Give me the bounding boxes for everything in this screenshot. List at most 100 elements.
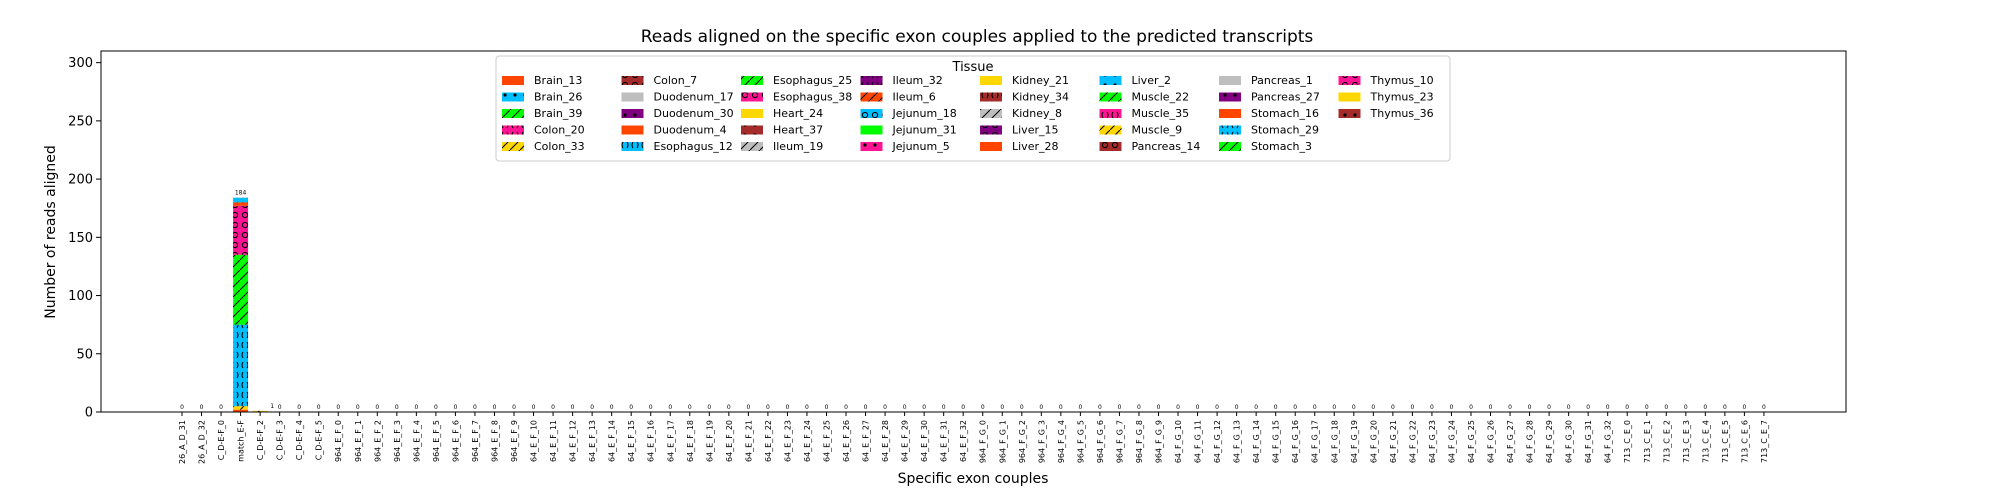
legend-swatch [1099,109,1122,118]
bar-total-64-f-g-23: 0 [1430,404,1434,411]
legend-item-pancreas-1: Pancreas_1 [1219,74,1313,87]
x-tick-label-64-e-f-32: 64_E_F_32 [959,420,968,462]
legend-label: Colon_33 [534,140,585,153]
bar-total-64-f-g-27: 0 [1508,404,1512,411]
bar-total-64-e-f-28: 0 [883,404,887,411]
legend-label: Duodenum_4 [654,124,727,137]
bar-total-964-f-g-2: 0 [1020,404,1024,411]
x-tick-label-64-e-f-13: 64_E_F_13 [588,420,597,462]
bar-total-64-e-f-31: 0 [942,404,946,411]
bar-total-64-e-f-20: 0 [727,404,731,411]
x-tick-label-64-f-g-16: 64_F_G_16 [1291,420,1300,463]
x-tick-label-64-e-f-19: 64_E_F_19 [705,420,714,462]
bar-total-964-e-f-8: 0 [493,404,497,411]
legend-label: Kidney_34 [1012,91,1069,104]
bar-total-964-e-f-3: 0 [395,404,399,411]
bar-total-64-e-f-21: 0 [746,404,750,411]
bar-total-64-f-g-19: 0 [1352,404,1356,411]
legend-label: Colon_20 [534,124,585,137]
bar-total-64-f-g-31: 0 [1586,404,1590,411]
x-tick-label-64-f-g-25: 64_F_G_25 [1467,420,1476,463]
bar-total-64-f-g-22: 0 [1410,404,1414,411]
legend-label: Brain_39 [534,107,582,120]
bar-total-c-d-e-f-3: 0 [278,404,282,411]
x-tick-label-64-f-g-14: 64_F_G_14 [1252,420,1261,463]
legend-swatch [1099,125,1122,135]
bar-total-64-e-f-17: 0 [668,404,672,411]
bar-total-964-e-f-4: 0 [414,404,418,411]
bar-total-64-f-g-16: 0 [1293,404,1297,411]
legend-label: Brain_26 [534,91,582,104]
chart-title: Reads aligned on the specific exon coupl… [641,27,1314,47]
bar-total-713-c-e-6: 0 [1742,404,1746,411]
bar-total-964-e-f-5: 0 [434,404,438,411]
x-tick-label-964-e-f-1: 964_E_F_1 [354,420,363,462]
legend-label: Muscle_9 [1132,124,1183,137]
legend-label: Pancreas_14 [1132,140,1201,153]
x-tick-label-64-e-f-14: 64_E_F_14 [608,420,617,462]
bar-total-64-e-f-15: 0 [629,404,633,411]
legend-item-muscle-22: Muscle_22 [1099,91,1189,104]
x-tick-label-64-e-f-12: 64_E_F_12 [569,420,578,462]
y-tick-label: 50 [76,347,93,362]
legend-item-thymus-36: Thymus_36 [1338,107,1434,120]
bar-total-64-e-f-12: 0 [571,404,575,411]
legend-item-muscle-35: Muscle_35 [1099,107,1189,120]
legend-label: Liver_28 [1012,140,1058,153]
bar-segment-match-e-f-esophagus-12 [233,324,249,407]
legend-swatch [860,92,883,102]
legend-swatch [502,142,524,151]
x-tick-label-64-f-g-13: 64_F_G_13 [1233,420,1242,463]
legend-swatch [1219,125,1241,135]
legend-swatch [980,125,1002,135]
x-tick-label-64-e-f-25: 64_E_F_25 [822,420,831,462]
x-tick-label-964-f-g-0: 964_F_G_0 [979,420,988,463]
legend-item-pancreas-14: Pancreas_14 [1099,140,1201,153]
legend-item-duodenum-17: Duodenum_17 [621,91,734,104]
legend-frame [495,55,1451,162]
bar-total-964-f-g-6: 0 [1098,404,1102,411]
bar-total-964-f-g-8: 0 [1137,404,1141,411]
bar-total-64-e-f-22: 0 [766,404,770,411]
legend-swatch [860,142,883,151]
x-tick-label-713-c-e-7: 713_C_E_7 [1760,420,1769,463]
legend-label: Kidney_21 [1012,74,1069,87]
x-tick-label-64-e-f-28: 64_E_F_28 [881,420,890,462]
legend-swatch [1338,76,1361,85]
legend-item-duodenum-30: Duodenum_30 [621,107,734,120]
x-tick-label-64-f-g-29: 64_F_G_29 [1545,420,1554,463]
x-tick-label-64-f-g-18: 64_F_G_18 [1330,420,1339,463]
x-tick-label-964-f-g-3: 964_F_G_3 [1037,420,1046,463]
x-tick-label-964-e-f-6: 964_E_F_6 [451,420,460,462]
x-tick-label-64-e-f-24: 64_E_F_24 [803,420,812,462]
legend-swatch [621,92,644,102]
x-tick-label-964-e-f-4: 964_E_F_4 [412,420,421,462]
y-tick-label: 200 [68,173,93,188]
legend-item-kidney-34: Kidney_34 [980,91,1069,104]
bar-total-c-d-e-f-0: 0 [219,404,223,411]
legend-item-thymus-23: Thymus_23 [1338,91,1434,104]
legend: Tissue Brain_13 Brain_26 Brain_39 Colon_20 C… [495,55,1451,162]
bar-total-964-f-g-9: 0 [1157,404,1161,411]
legend-label: Ileum_32 [893,74,943,87]
bar-total-964-f-g-0: 0 [981,404,985,411]
bar-total-labels: 0 0 0 184 1 0 0 0 0 0 0 0 0 0 0 0 0 0 0 0 0 0 0 0 0 0 0 0 0 0 0 0 0 0 0 0 0 0… [180,190,1766,411]
legend-swatch [1219,109,1241,118]
x-tick-label-c-d-e-f-0: C_D-E-F_0 [217,420,226,460]
x-tick-label-964-e-f-7: 964_E_F_7 [471,420,480,462]
legend-item-colon-7: Colon_7 [621,74,697,87]
bar-total-c-d-e-f-5: 0 [317,404,321,411]
legend-item-stomach-3: Stomach_3 [1219,140,1312,153]
x-tick-label-64-e-f-17: 64_E_F_17 [666,420,675,462]
bar-total-64-e-f-29: 0 [903,404,907,411]
legend-swatch [1099,92,1122,102]
legend-label: Heart_24 [773,107,823,120]
bar-total-64-f-g-10: 0 [1176,404,1180,411]
x-tick-label-64-f-g-19: 64_F_G_19 [1350,420,1359,463]
x-tick-label-64-e-f-27: 64_E_F_27 [862,420,871,462]
bar-total-964-f-g-3: 0 [1039,404,1043,411]
legend-label: Kidney_8 [1012,107,1062,120]
x-tick-label-64-e-f-21: 64_E_F_21 [744,420,753,462]
legend-item-ileum-32: Ileum_32 [860,74,943,87]
